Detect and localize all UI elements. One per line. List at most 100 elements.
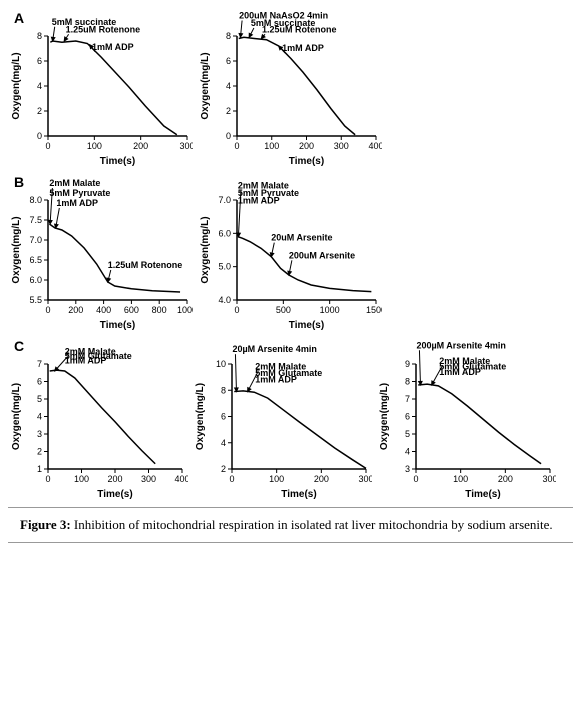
chart: 010020030002468Time(s)Oxygen(mg/L)5mM su… (8, 8, 193, 168)
svg-text:9: 9 (405, 359, 410, 369)
svg-text:0: 0 (45, 141, 50, 151)
svg-text:0: 0 (413, 474, 418, 484)
svg-text:1mM ADP: 1mM ADP (65, 356, 107, 366)
svg-text:Oxygen(mg/L): Oxygen(mg/L) (379, 383, 390, 450)
svg-text:600: 600 (124, 305, 139, 315)
panel-label: A (14, 10, 24, 26)
svg-text:20µM Arsenite 4min: 20µM Arsenite 4min (232, 344, 316, 354)
svg-text:Time(s): Time(s) (100, 156, 135, 167)
svg-text:Time(s): Time(s) (281, 489, 316, 500)
svg-text:5.0: 5.0 (218, 262, 231, 272)
chart: 01002003004001234567Time(s)Oxygen(mg/L)2… (8, 336, 188, 501)
svg-text:800: 800 (152, 305, 167, 315)
svg-text:7: 7 (37, 359, 42, 369)
svg-text:20uM Arsenite: 20uM Arsenite (271, 233, 332, 243)
svg-text:0: 0 (229, 474, 234, 484)
svg-text:8: 8 (405, 377, 410, 387)
row-c: 01002003004001234567Time(s)Oxygen(mg/L)2… (8, 336, 573, 501)
svg-text:Time(s): Time(s) (100, 320, 135, 331)
svg-text:100: 100 (264, 141, 279, 151)
svg-text:1.25uM Rotenone: 1.25uM Rotenone (262, 24, 337, 34)
svg-text:100: 100 (87, 141, 102, 151)
svg-text:0: 0 (234, 305, 239, 315)
svg-text:10: 10 (216, 359, 226, 369)
chart: 010020030040002468Time(s)Oxygen(mg/L)200… (197, 8, 382, 168)
svg-text:2: 2 (221, 464, 226, 474)
svg-text:8: 8 (221, 385, 226, 395)
svg-text:5mM Pyruvate: 5mM Pyruvate (49, 188, 110, 198)
svg-text:Time(s): Time(s) (289, 320, 324, 331)
svg-text:300: 300 (358, 474, 372, 484)
svg-text:1mM ADP: 1mM ADP (56, 198, 98, 208)
row-b: 020040060080010005.56.06.57.07.58.0Time(… (8, 172, 573, 332)
svg-text:0: 0 (234, 141, 239, 151)
svg-text:6: 6 (37, 56, 42, 66)
svg-text:4.0: 4.0 (218, 295, 231, 305)
row-a: 010020030002468Time(s)Oxygen(mg/L)5mM su… (8, 8, 573, 168)
svg-text:1mM ADP: 1mM ADP (255, 374, 297, 384)
svg-text:Oxygen(mg/L): Oxygen(mg/L) (11, 52, 22, 119)
svg-text:300: 300 (179, 141, 193, 151)
svg-text:200: 200 (314, 474, 329, 484)
svg-text:8.0: 8.0 (29, 195, 42, 205)
svg-text:400: 400 (96, 305, 111, 315)
chart: 01002003003456789Time(s)Oxygen(mg/L)200µ… (376, 336, 556, 501)
svg-text:Oxygen(mg/L): Oxygen(mg/L) (11, 383, 22, 450)
svg-text:1: 1 (37, 464, 42, 474)
svg-text:4: 4 (37, 412, 42, 422)
svg-text:0: 0 (226, 131, 231, 141)
chart: 0100200300246810Time(s)Oxygen(mg/L)20µM … (192, 336, 372, 501)
svg-text:0: 0 (37, 131, 42, 141)
svg-text:300: 300 (542, 474, 556, 484)
svg-text:3: 3 (405, 464, 410, 474)
svg-text:6: 6 (405, 412, 410, 422)
svg-text:Time(s): Time(s) (465, 489, 500, 500)
svg-text:200uM Arsenite: 200uM Arsenite (289, 250, 355, 260)
svg-text:200µM Arsenite 4min: 200µM Arsenite 4min (416, 340, 505, 350)
svg-text:400: 400 (174, 474, 188, 484)
svg-text:Time(s): Time(s) (289, 156, 324, 167)
chart: 020040060080010005.56.06.57.07.58.0Time(… (8, 172, 193, 332)
svg-text:1500: 1500 (366, 305, 382, 315)
svg-text:Time(s): Time(s) (97, 489, 132, 500)
svg-text:7.0: 7.0 (29, 235, 42, 245)
svg-text:1mM ADP: 1mM ADP (238, 195, 280, 205)
svg-text:Oxygen(mg/L): Oxygen(mg/L) (195, 383, 206, 450)
svg-text:2: 2 (37, 447, 42, 457)
svg-text:6: 6 (37, 377, 42, 387)
svg-text:500: 500 (276, 305, 291, 315)
svg-text:1000: 1000 (320, 305, 340, 315)
figure-container: 010020030002468Time(s)Oxygen(mg/L)5mM su… (0, 0, 581, 551)
caption-text: Inhibition of mitochondrial respiration … (71, 517, 553, 532)
svg-text:0: 0 (45, 474, 50, 484)
svg-text:8: 8 (226, 31, 231, 41)
svg-text:6.0: 6.0 (29, 275, 42, 285)
svg-text:100: 100 (269, 474, 284, 484)
svg-text:100: 100 (74, 474, 89, 484)
svg-text:6: 6 (226, 56, 231, 66)
svg-text:3: 3 (37, 429, 42, 439)
svg-text:Oxygen(mg/L): Oxygen(mg/L) (11, 216, 22, 283)
svg-text:200: 200 (299, 141, 314, 151)
svg-text:100: 100 (453, 474, 468, 484)
svg-text:7.5: 7.5 (29, 215, 42, 225)
svg-text:6.5: 6.5 (29, 255, 42, 265)
svg-text:6: 6 (221, 412, 226, 422)
panel-label: B (14, 174, 24, 190)
svg-text:6.0: 6.0 (218, 228, 231, 238)
svg-text:1000: 1000 (177, 305, 193, 315)
svg-text:2: 2 (226, 106, 231, 116)
caption-label: Figure 3: (20, 517, 71, 532)
svg-text:300: 300 (334, 141, 349, 151)
svg-text:Oxygen(mg/L): Oxygen(mg/L) (200, 52, 211, 119)
svg-text:0: 0 (45, 305, 50, 315)
svg-text:1.25uM Rotenone: 1.25uM Rotenone (108, 260, 183, 270)
svg-text:4: 4 (405, 447, 410, 457)
svg-text:200: 200 (498, 474, 513, 484)
svg-text:4: 4 (226, 81, 231, 91)
svg-text:1mM ADP: 1mM ADP (439, 367, 481, 377)
svg-text:1mM ADP: 1mM ADP (92, 42, 134, 52)
svg-text:300: 300 (141, 474, 156, 484)
panel-label: C (14, 338, 24, 354)
svg-text:8: 8 (37, 31, 42, 41)
